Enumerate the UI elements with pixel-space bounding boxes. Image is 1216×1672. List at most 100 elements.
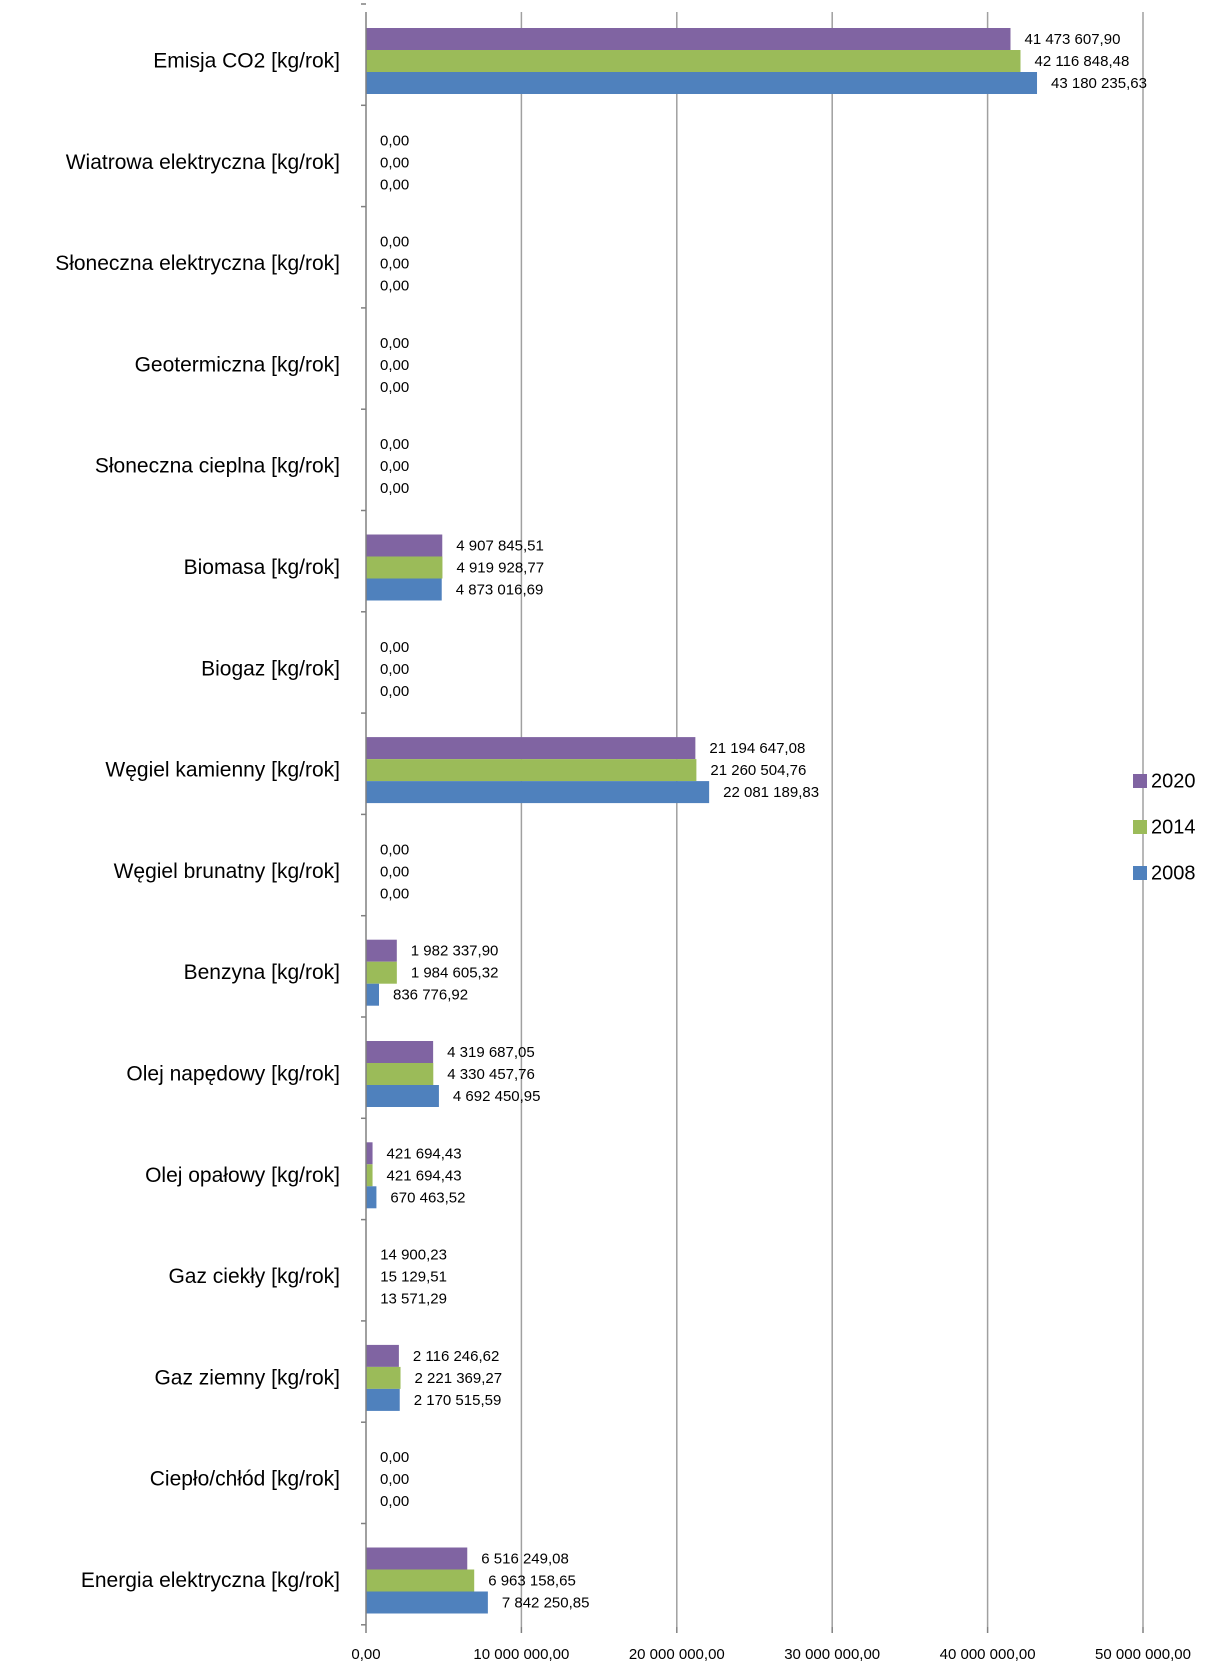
x-tick-label: 30 000 000,00 xyxy=(784,1646,880,1663)
bar-2008 xyxy=(366,578,442,601)
category-label: Gaz ziemny [kg/rok] xyxy=(154,1366,340,1389)
data-label: 2 170 515,59 xyxy=(414,1392,502,1409)
data-label: 0,00 xyxy=(380,335,409,352)
legend-swatch-2020 xyxy=(1133,774,1147,788)
data-label: 6 516 249,08 xyxy=(481,1550,569,1567)
data-label: 21 194 647,08 xyxy=(709,740,805,757)
data-label: 0,00 xyxy=(380,480,409,497)
category-label: Energia elektryczna [kg/rok] xyxy=(81,1569,340,1592)
tick-labels: 0,00 10 000 000,00 20 000 000,00 30 000 000… xyxy=(351,1646,1191,1663)
data-label: 0,00 xyxy=(380,132,409,149)
x-tick-label: 10 000 000,00 xyxy=(473,1646,569,1663)
data-label: 0,00 xyxy=(380,278,409,295)
data-label: 1 984 605,32 xyxy=(411,965,499,982)
category-label: Węgiel kamienny [kg/rok] xyxy=(105,759,340,782)
data-label: 21 260 504,76 xyxy=(710,762,806,779)
bar-2008 xyxy=(366,1591,488,1614)
legend-label: 2020 xyxy=(1151,770,1196,792)
x-tick-label: 20 000 000,00 xyxy=(629,1646,725,1663)
data-label: 0,00 xyxy=(380,436,409,453)
bar-2020 xyxy=(366,939,397,962)
data-label: 42 116 848,48 xyxy=(1034,53,1129,70)
bar-2008 xyxy=(366,1388,400,1411)
data-label: 4 907 845,51 xyxy=(456,537,544,554)
data-label: 14 900,23 xyxy=(380,1247,447,1264)
category-labels: Emisja CO2 [kg/rok] Wiatrowa elektryczna … xyxy=(55,50,340,1593)
x-tick-label: 50 000 000,00 xyxy=(1095,1646,1191,1663)
legend: 2020 2014 2008 xyxy=(1133,770,1196,884)
data-label: 4 319 687,05 xyxy=(447,1044,535,1061)
data-label: 0,00 xyxy=(380,176,409,193)
data-label: 0,00 xyxy=(380,885,409,902)
category-label: Słoneczna elektryczna [kg/rok] xyxy=(55,252,340,275)
bar-2014 xyxy=(366,1164,373,1187)
data-label: 0,00 xyxy=(380,1471,409,1488)
bar-2014 xyxy=(366,961,397,984)
bar-2014 xyxy=(366,50,1021,72)
data-label: 670 463,52 xyxy=(390,1189,465,1206)
category-label: Benzyna [kg/rok] xyxy=(184,961,340,984)
bar-2008 xyxy=(366,72,1038,94)
data-label: 2 221 369,27 xyxy=(415,1370,503,1387)
data-label: 0,00 xyxy=(380,661,409,678)
category-label: Emisja CO2 [kg/rok] xyxy=(153,50,340,73)
bar-2020 xyxy=(366,1142,373,1165)
data-label: 0,00 xyxy=(380,458,409,475)
category-label: Olej napędowy [kg/rok] xyxy=(126,1063,340,1086)
bar-2020 xyxy=(366,534,443,557)
category-label: Biogaz [kg/rok] xyxy=(201,657,340,680)
bar-2014 xyxy=(366,1569,475,1592)
data-label: 0,00 xyxy=(380,234,409,251)
data-label: 0,00 xyxy=(380,841,409,858)
data-label: 15 129,51 xyxy=(380,1269,447,1286)
category-label: Słoneczna cieplna [kg/rok] xyxy=(95,455,340,478)
bar-2014 xyxy=(366,556,443,579)
category-label: Biomasa [kg/rok] xyxy=(184,556,340,579)
data-label: 6 963 158,65 xyxy=(488,1572,576,1589)
x-tick-label: 40 000 000,00 xyxy=(940,1646,1036,1663)
x-tick-label: 0,00 xyxy=(351,1646,380,1663)
data-label: 0,00 xyxy=(380,639,409,656)
bar-2020 xyxy=(366,1547,468,1570)
bar-2014 xyxy=(366,1063,434,1085)
data-label: 41 473 607,90 xyxy=(1024,31,1120,48)
legend-swatch-2014 xyxy=(1133,820,1147,834)
bar-2008 xyxy=(366,1186,377,1209)
bar-2020 xyxy=(366,28,1011,50)
bars xyxy=(366,28,1038,1614)
data-label: 22 081 189,83 xyxy=(723,784,819,801)
bar-2020 xyxy=(366,737,696,760)
data-label: 0,00 xyxy=(380,379,409,396)
value-axis xyxy=(361,3,1144,1633)
bar-2014 xyxy=(366,759,697,782)
data-label: 4 692 450,95 xyxy=(453,1088,541,1105)
data-label: 0,00 xyxy=(380,357,409,374)
legend-swatch-2008 xyxy=(1133,866,1147,880)
data-label: 421 694,43 xyxy=(387,1145,462,1162)
data-label: 0,00 xyxy=(380,154,409,171)
data-label: 0,00 xyxy=(380,863,409,880)
data-label: 0,00 xyxy=(380,1493,409,1510)
data-label: 2 116 246,62 xyxy=(413,1348,499,1365)
bar-2014 xyxy=(366,1366,401,1389)
category-label: Wiatrowa elektryczna [kg/rok] xyxy=(66,151,340,174)
bar-2020 xyxy=(366,1344,399,1367)
category-label: Olej opałowy [kg/rok] xyxy=(145,1164,340,1187)
category-label: Ciepło/chłód [kg/rok] xyxy=(150,1468,340,1491)
data-label: 836 776,92 xyxy=(393,987,468,1004)
data-label: 421 694,43 xyxy=(387,1167,462,1184)
data-label: 4 919 928,77 xyxy=(456,559,544,576)
data-label: 4 873 016,69 xyxy=(456,581,544,598)
data-label: 13 571,29 xyxy=(380,1291,447,1308)
data-label: 0,00 xyxy=(380,1449,409,1466)
bar-2008 xyxy=(366,1085,439,1107)
bar-2008 xyxy=(366,781,710,804)
gridlines xyxy=(520,12,1144,1627)
data-label: 0,00 xyxy=(380,256,409,273)
category-label: Węgiel brunatny [kg/rok] xyxy=(114,860,340,883)
data-labels: 41 473 607,90 42 116 848,48 43 180 235,63 0… xyxy=(380,31,1147,1612)
data-label: 4 330 457,76 xyxy=(447,1066,535,1083)
legend-label: 2008 xyxy=(1151,862,1196,884)
legend-label: 2014 xyxy=(1151,816,1196,838)
